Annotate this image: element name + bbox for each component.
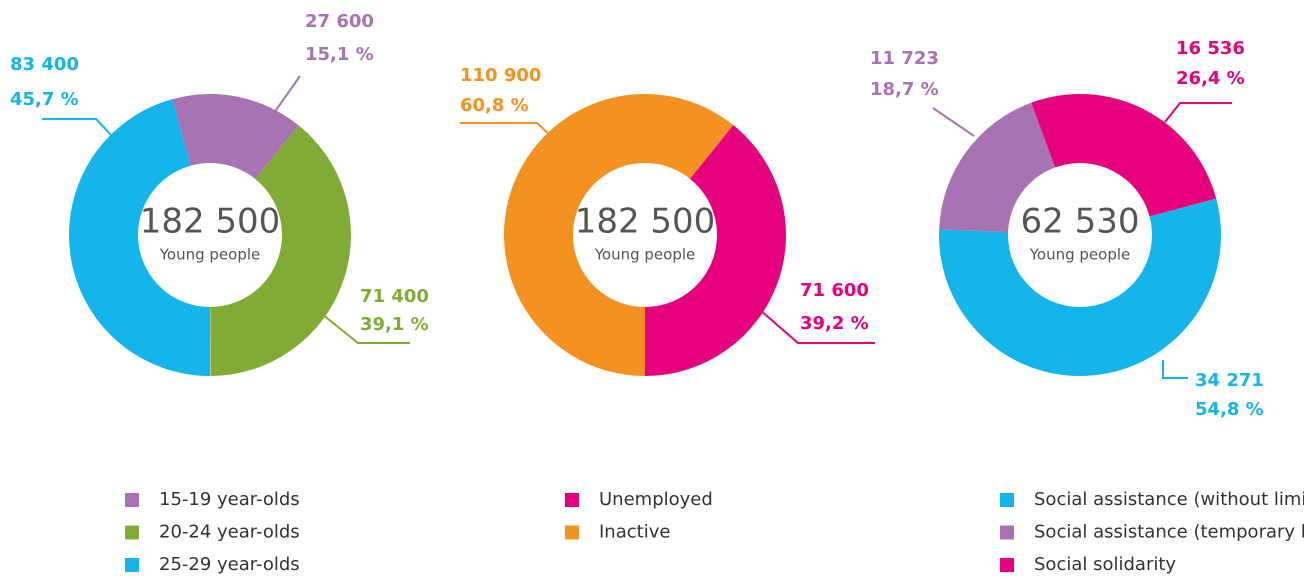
donut-segment <box>210 125 352 376</box>
percent-label: 39,2 % <box>800 313 869 334</box>
leader-line <box>42 118 113 137</box>
legend-label: Social assistance (temporary limitations… <box>1034 522 1304 543</box>
center-total: 182 500 <box>575 202 716 242</box>
legend-swatch <box>125 558 139 572</box>
legend-swatch <box>125 525 139 540</box>
leader-line <box>321 313 410 344</box>
legend-label: 25-29 year-olds <box>159 554 300 575</box>
value-label: 16 536 <box>1176 38 1245 59</box>
value-label: 27 600 <box>305 11 374 32</box>
legend-label: Unemployed <box>599 489 713 510</box>
center-text: Young people <box>159 246 261 264</box>
legend-label: Social assistance (without limitations) <box>1034 489 1304 510</box>
value-label: 71 600 <box>800 280 869 301</box>
leader-line <box>759 309 875 344</box>
percent-label: 45,7 % <box>10 89 79 110</box>
legend-swatch <box>565 525 579 540</box>
legend-swatch <box>1000 525 1014 540</box>
percent-label: 60,8 % <box>460 95 529 116</box>
value-label: 71 400 <box>360 286 429 307</box>
legend-label: Inactive <box>599 522 670 543</box>
value-label: 83 400 <box>10 54 79 75</box>
center-text: Young people <box>594 246 696 264</box>
center-total: 62 530 <box>1021 202 1140 242</box>
legend-swatch <box>565 493 579 507</box>
leader-line <box>460 122 551 136</box>
donut-segment <box>503 94 734 376</box>
center-total: 182 500 <box>140 202 281 242</box>
donut-segment <box>1031 94 1217 217</box>
percent-label: 15,1 % <box>305 44 374 65</box>
value-label: 34 271 <box>1195 370 1264 391</box>
donut-segment <box>939 198 1221 377</box>
donut-segment <box>69 99 210 377</box>
legend-swatch <box>1000 558 1014 572</box>
value-label: 11 723 <box>870 48 939 69</box>
value-label: 110 900 <box>460 65 541 86</box>
donut-segment <box>645 125 786 376</box>
percent-label: 39,1 % <box>360 314 429 335</box>
donut-segment <box>172 94 299 180</box>
donut-segment <box>939 102 1056 233</box>
leader-line <box>1164 102 1232 123</box>
legend-swatch <box>1000 493 1014 507</box>
legend-swatch <box>125 493 139 507</box>
legend-label: Social solidarity <box>1034 554 1176 575</box>
legend-label: 20-24 year-olds <box>159 522 300 543</box>
percent-label: 54,8 % <box>1195 399 1264 420</box>
leader-line <box>261 75 301 131</box>
percent-label: 26,4 % <box>1176 68 1245 89</box>
leader-line <box>932 107 975 137</box>
leader-line <box>1162 360 1188 379</box>
percent-label: 18,7 % <box>870 79 939 100</box>
center-text: Young people <box>1029 246 1131 264</box>
legend-label: 15-19 year-olds <box>159 489 300 510</box>
